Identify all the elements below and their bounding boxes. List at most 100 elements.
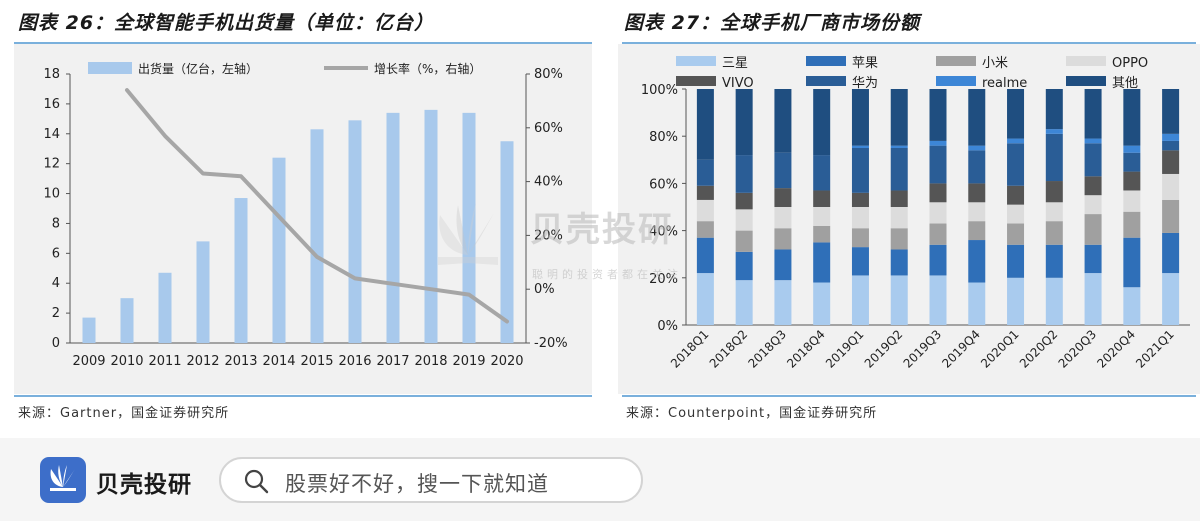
x-tick-label: 2016 xyxy=(338,354,371,369)
share-segment xyxy=(1045,221,1063,245)
share-segment xyxy=(1045,244,1063,278)
x-tick-label: 2019Q1 xyxy=(823,327,867,371)
legend-swatch xyxy=(806,76,846,86)
legend-label: 三星 xyxy=(722,56,748,71)
share-segment xyxy=(929,89,947,141)
share-segment xyxy=(774,207,792,229)
y-right-tick-label: -20% xyxy=(534,336,568,351)
search-box[interactable]: 股票好不好，搜一下就知道 xyxy=(219,457,643,503)
y-left-tick-label: 10 xyxy=(43,187,60,202)
share-segment xyxy=(929,145,947,184)
search-placeholder: 股票好不好，搜一下就知道 xyxy=(285,472,549,496)
share-segment xyxy=(929,140,947,146)
shipment-bar xyxy=(424,109,438,343)
legend-swatch xyxy=(936,56,976,66)
share-segment xyxy=(968,240,986,283)
shipment-bar xyxy=(120,298,134,343)
share-segment xyxy=(1007,143,1025,186)
share-segment xyxy=(774,228,792,250)
watermark-shell-icon xyxy=(438,203,498,265)
shipment-bar xyxy=(348,120,362,343)
chart26-title: 图表 26：全球智能手机出货量（单位：亿台） xyxy=(18,12,435,34)
x-tick-label: 2014 xyxy=(262,354,295,369)
source-rule xyxy=(622,395,1196,397)
share-segment xyxy=(735,230,753,252)
chart26-plot-area: 0 2 4 6 8 10 12 14 16 18 -20% 0% 20% 40% 60% 80% 2009 201… xyxy=(14,44,592,394)
share-segment xyxy=(851,148,869,193)
share-segment xyxy=(774,152,792,189)
share-segment xyxy=(813,190,831,207)
share-segment xyxy=(774,188,792,207)
legend-label: 小米 xyxy=(982,56,1008,71)
legend-swatch xyxy=(676,76,716,86)
chart27-svg: 0%20%40%60%80%100%2018Q12018Q22018Q32018… xyxy=(641,56,1190,371)
chart27-source: 来源：Counterpoint，国金证券研究所 xyxy=(626,406,878,421)
x-tick-label: 2019 xyxy=(452,354,485,369)
share-segment xyxy=(968,202,986,222)
share-segment xyxy=(1123,190,1141,212)
share-segment xyxy=(968,150,986,184)
share-segment xyxy=(735,280,753,325)
shipment-bar xyxy=(196,241,210,343)
share-segment xyxy=(1007,277,1025,325)
share-segment xyxy=(929,244,947,276)
app-logo[interactable] xyxy=(40,457,86,503)
share-segment xyxy=(1007,223,1025,245)
shipment-bar xyxy=(158,272,172,343)
share-segment xyxy=(1045,133,1063,182)
legend-label: realme xyxy=(982,76,1027,91)
share-segment xyxy=(890,148,908,191)
y-left-tick-label: 18 xyxy=(43,67,60,82)
shell-logo-icon xyxy=(50,465,76,491)
share-segment xyxy=(1162,89,1180,134)
x-tick-label: 2018 xyxy=(414,354,447,369)
share-segment xyxy=(1162,150,1180,174)
share-segment xyxy=(968,89,986,146)
share-segment xyxy=(696,185,714,200)
shipment-bar xyxy=(272,157,286,343)
chart27-title: 图表 27：全球手机厂商市场份额 xyxy=(624,12,921,34)
x-tick-label: 2017 xyxy=(376,354,409,369)
share-segment xyxy=(851,145,869,148)
share-segment xyxy=(1084,273,1102,325)
share-segment xyxy=(696,237,714,274)
share-segment xyxy=(890,275,908,325)
share-segment xyxy=(1084,195,1102,215)
share-segment xyxy=(968,145,986,151)
share-segment xyxy=(735,192,753,210)
share-segment xyxy=(851,228,869,248)
share-segment xyxy=(1162,232,1180,274)
legend-swatch xyxy=(806,56,846,66)
share-segment xyxy=(1045,129,1063,134)
share-segment xyxy=(968,221,986,241)
share-segment xyxy=(696,273,714,325)
share-segment xyxy=(1084,244,1102,274)
share-segment xyxy=(696,89,714,160)
share-segment xyxy=(735,209,753,231)
x-tick-label: 2020Q2 xyxy=(1017,327,1061,371)
share-segment xyxy=(929,183,947,203)
share-segment xyxy=(890,89,908,146)
title-rule xyxy=(14,42,592,44)
share-segment xyxy=(774,249,792,281)
legend-label-shipments: 出货量（亿台，左轴） xyxy=(138,61,258,76)
share-segment xyxy=(813,282,831,325)
share-segment xyxy=(890,145,908,148)
x-tick-label: 2012 xyxy=(186,354,219,369)
legend-swatch-shipments xyxy=(88,62,132,74)
x-tick-label: 2018Q2 xyxy=(707,327,751,371)
x-tick-label: 2009 xyxy=(72,354,105,369)
y-tick-label: 60% xyxy=(649,177,678,192)
share-segment xyxy=(851,275,869,325)
share-segment xyxy=(1123,237,1141,288)
share-segment xyxy=(851,207,869,229)
share-segment xyxy=(1162,199,1180,233)
legend-label: 苹果 xyxy=(852,56,878,71)
share-segment xyxy=(1007,185,1025,205)
share-segment xyxy=(735,251,753,281)
footer-brand[interactable]: 贝壳投研 xyxy=(96,472,192,498)
share-segment xyxy=(735,155,753,193)
x-tick-label: 2021Q1 xyxy=(1133,327,1177,371)
share-segment xyxy=(890,249,908,276)
legend-swatch xyxy=(936,76,976,86)
